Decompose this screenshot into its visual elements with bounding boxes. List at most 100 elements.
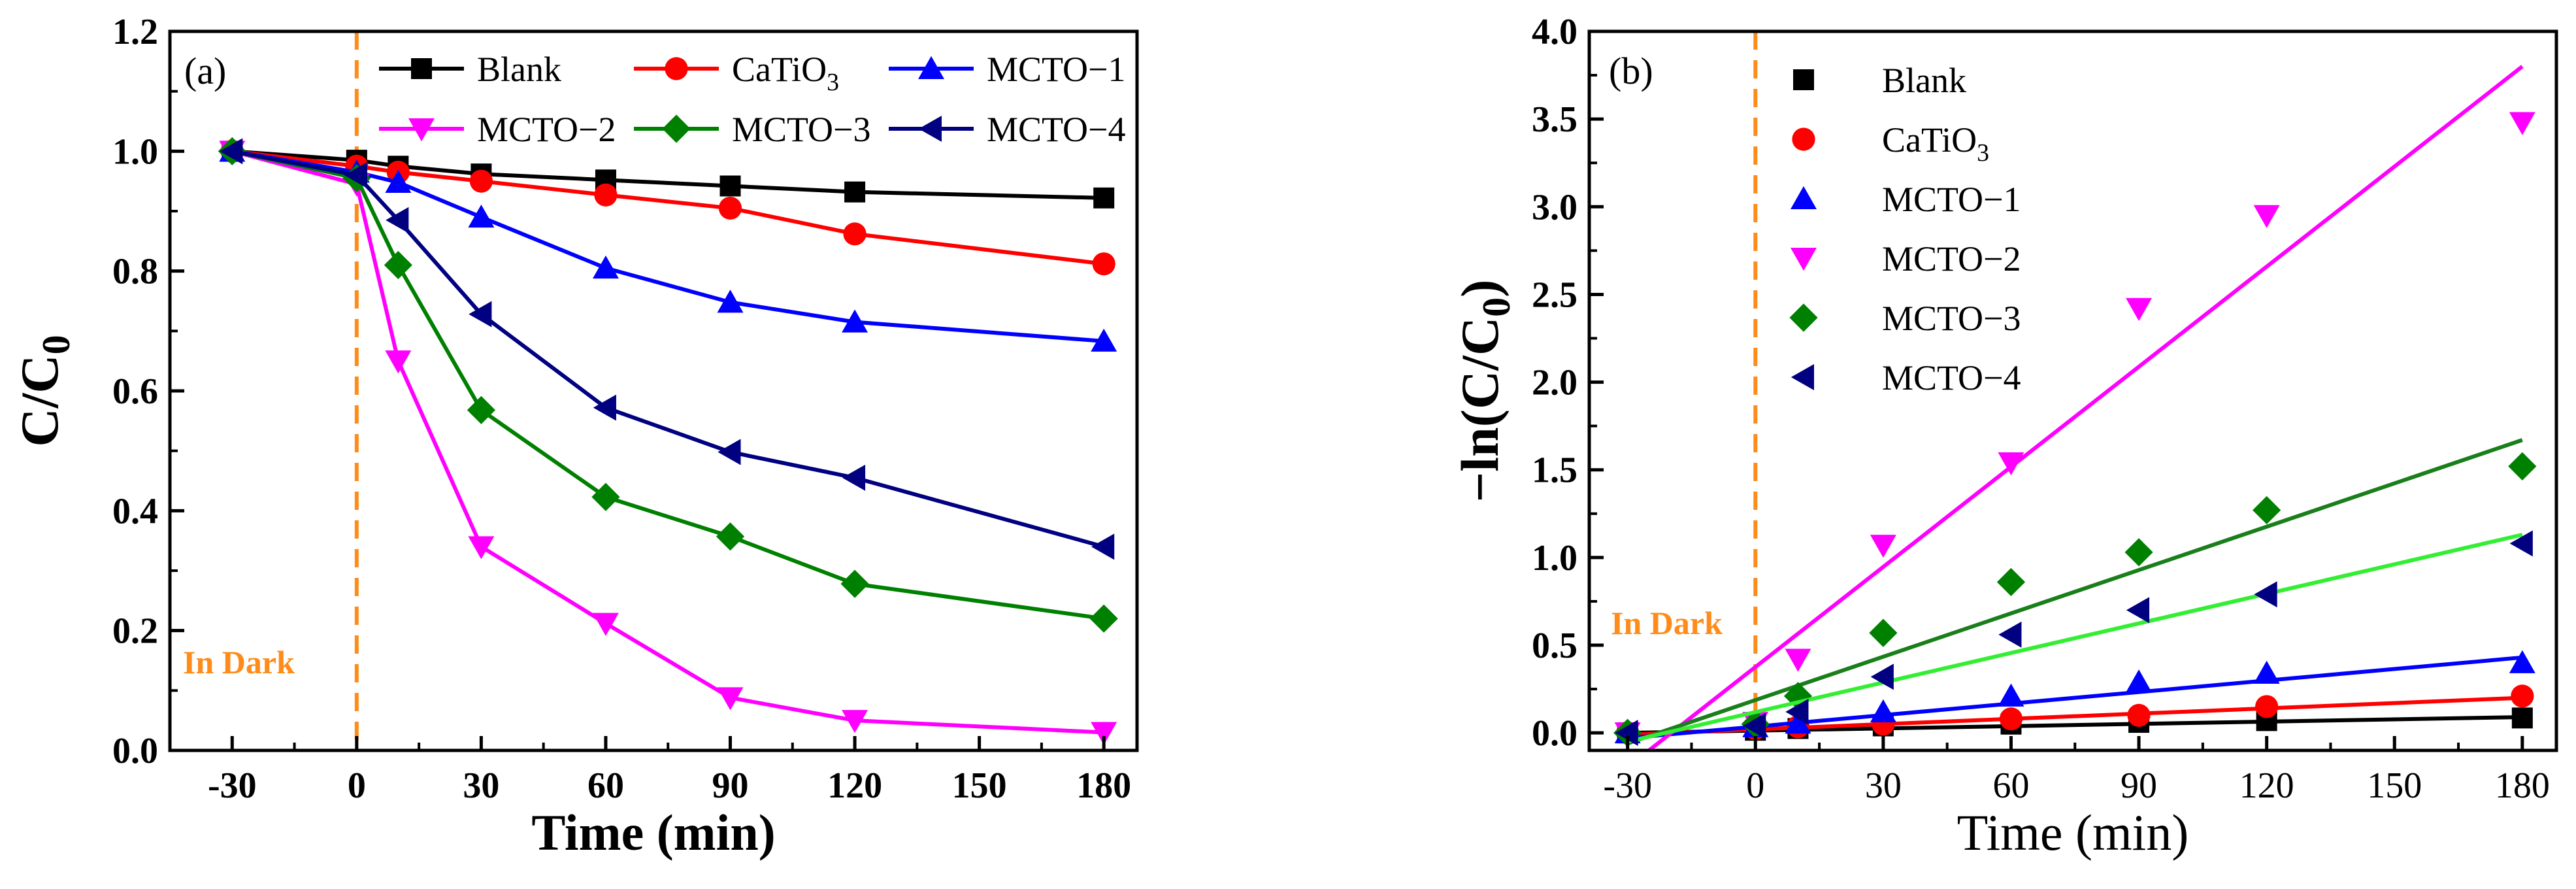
a-legend-label-mcto-1: MCTO−1 [987, 50, 1126, 89]
b-point-catio3 [2127, 703, 2151, 727]
a-x-tick-label: 120 [827, 765, 882, 806]
a-point-mcto-3 [384, 250, 412, 280]
a-series-mcto-2 [219, 141, 1117, 745]
b-fit-line-mcto-4 [1627, 533, 2523, 744]
a-point-mcto-4 [469, 301, 492, 327]
b-y-tick-label: 2.5 [1532, 275, 1577, 315]
b-point-mcto-1 [2509, 650, 2535, 673]
b-legend-marker-catio3 [1792, 127, 1815, 151]
b-point-mcto-1 [1870, 699, 1896, 722]
b-legend-label-catio3: CaTiO3 [1882, 120, 1989, 167]
panel-b-chart: (b) In Dark -30 0 30 60 90 120 150 180 0.00.51.… [1450, 12, 2558, 861]
panel-a-x-axis-label: Time (min) [531, 804, 775, 861]
a-legend-label-catio3: CaTiO3 [732, 50, 839, 96]
b-point-mcto-2 [1998, 452, 2024, 476]
b-legend-label-mcto-3-main: MCTO−3 [1882, 299, 2021, 338]
a-point-mcto-3 [1089, 604, 1118, 633]
a-point-mcto-1 [468, 204, 495, 228]
a-point-mcto-1 [842, 309, 868, 333]
a-x-tick-label: 60 [587, 765, 624, 806]
a-legend-label-mcto-2-main: MCTO−2 [477, 110, 616, 149]
a-point-mcto-4 [220, 138, 243, 165]
a-series-mcto-4 [220, 138, 1115, 560]
b-series-mcto-2 [1614, 65, 2535, 752]
a-y-tick-label: 0.4 [112, 491, 158, 531]
b-series-mcto-4 [1615, 530, 2533, 746]
b-y-tick-label: 1.0 [1532, 538, 1577, 579]
a-point-mcto-4 [842, 464, 866, 491]
a-legend-label-blank-main: Blank [477, 50, 561, 89]
a-legend-marker-mcto-2 [408, 118, 435, 142]
a-point-mcto-2 [385, 350, 412, 374]
a-x-tick-label: 150 [952, 765, 1007, 806]
a-x-tick-label: 180 [1076, 765, 1131, 806]
b-legend-label-mcto-4-main: MCTO−4 [1882, 358, 2021, 397]
b-point-mcto-4 [1743, 713, 1766, 739]
a-legend-label-mcto-2: MCTO−2 [477, 110, 616, 149]
a-legend-marker-blank [411, 58, 432, 79]
b-x-tick-label: 120 [2239, 765, 2294, 806]
a-point-mcto-2 [842, 710, 868, 733]
a-point-catio3 [594, 183, 618, 207]
a-legend-marker-mcto-1 [918, 56, 944, 79]
b-legend-label-mcto-1: MCTO−1 [1882, 180, 2021, 219]
a-point-mcto-4 [593, 394, 616, 421]
a-line-mcto-2 [231, 149, 1104, 735]
a-point-catio3 [718, 196, 742, 220]
panel-a-label: (a) [184, 50, 226, 92]
b-legend-label-mcto-2-main: MCTO−2 [1882, 239, 2021, 278]
b-point-mcto-2 [2126, 297, 2153, 322]
panel-b-label: (b) [1609, 50, 1653, 92]
a-point-mcto-3 [716, 522, 745, 551]
a-point-blank [719, 175, 741, 197]
a-y-tick-label: 0.6 [112, 371, 158, 412]
a-line-mcto-3 [231, 149, 1104, 621]
b-point-mcto-4 [2126, 597, 2150, 624]
a-y-tick-label: 1.0 [112, 131, 158, 172]
b-fit-line-catio3 [1627, 696, 2522, 737]
b-point-mcto-4 [1998, 621, 2022, 648]
b-legend-label-mcto-2: MCTO−2 [1882, 239, 2021, 278]
a-point-mcto-4 [386, 207, 409, 233]
b-legend-marker-mcto-2 [1791, 248, 1817, 271]
a-point-mcto-3 [840, 569, 869, 598]
b-point-mcto-4 [2254, 581, 2277, 608]
b-point-mcto-2 [2509, 112, 2535, 135]
b-point-mcto-2 [2253, 205, 2280, 228]
panel-b-x-axis-label: Time (min) [1957, 804, 2189, 861]
b-point-catio3 [2255, 695, 2279, 718]
b-x-tick-label: 0 [1746, 765, 1764, 806]
panel-a-in-dark-annotation: In Dark [183, 644, 295, 680]
a-point-catio3 [843, 222, 867, 246]
b-legend-label-mcto-3: MCTO−3 [1882, 299, 2021, 338]
b-point-mcto-4 [1615, 720, 1638, 746]
a-point-mcto-1 [1091, 328, 1117, 352]
a-y-tick-label: 0.2 [112, 611, 158, 652]
b-point-mcto-2 [1870, 535, 1896, 558]
b-point-mcto-1 [1998, 683, 2024, 707]
b-legend-label-catio3-main: CaTiO [1882, 120, 1977, 159]
b-legend-label-catio3-sub: 3 [1977, 139, 1989, 167]
a-y-tick-label: 1.2 [112, 12, 158, 52]
panel-a-y-axis-label-main: C/C [10, 354, 69, 446]
b-point-mcto-3 [2253, 495, 2281, 525]
b-x-tick-label: 30 [1865, 765, 1902, 806]
a-point-catio3 [469, 169, 493, 193]
a-point-mcto-2 [717, 687, 744, 711]
a-point-mcto-2 [592, 612, 619, 636]
panel-b-y-axis-label: −ln(C/C0) [1450, 280, 1518, 503]
a-legend-marker-catio3 [665, 57, 688, 80]
a-legend-label-mcto-1-main: MCTO−1 [987, 50, 1126, 89]
b-point-mcto-3 [1996, 567, 2026, 597]
panel-b-frame [1587, 29, 2558, 752]
a-x-tick-label: -30 [208, 765, 257, 806]
b-legend-label-blank: Blank [1882, 61, 1966, 100]
a-point-mcto-3 [591, 482, 620, 511]
a-series-mcto-3 [218, 137, 1118, 633]
a-point-mcto-1 [385, 169, 412, 193]
b-y-tick-label: 2.0 [1532, 363, 1577, 403]
b-point-mcto-4 [1785, 698, 1809, 725]
b-x-tick-label: 60 [1992, 765, 2029, 806]
b-y-tick-label: 3.5 [1532, 99, 1577, 140]
b-x-tick-label: 150 [2367, 765, 2422, 806]
